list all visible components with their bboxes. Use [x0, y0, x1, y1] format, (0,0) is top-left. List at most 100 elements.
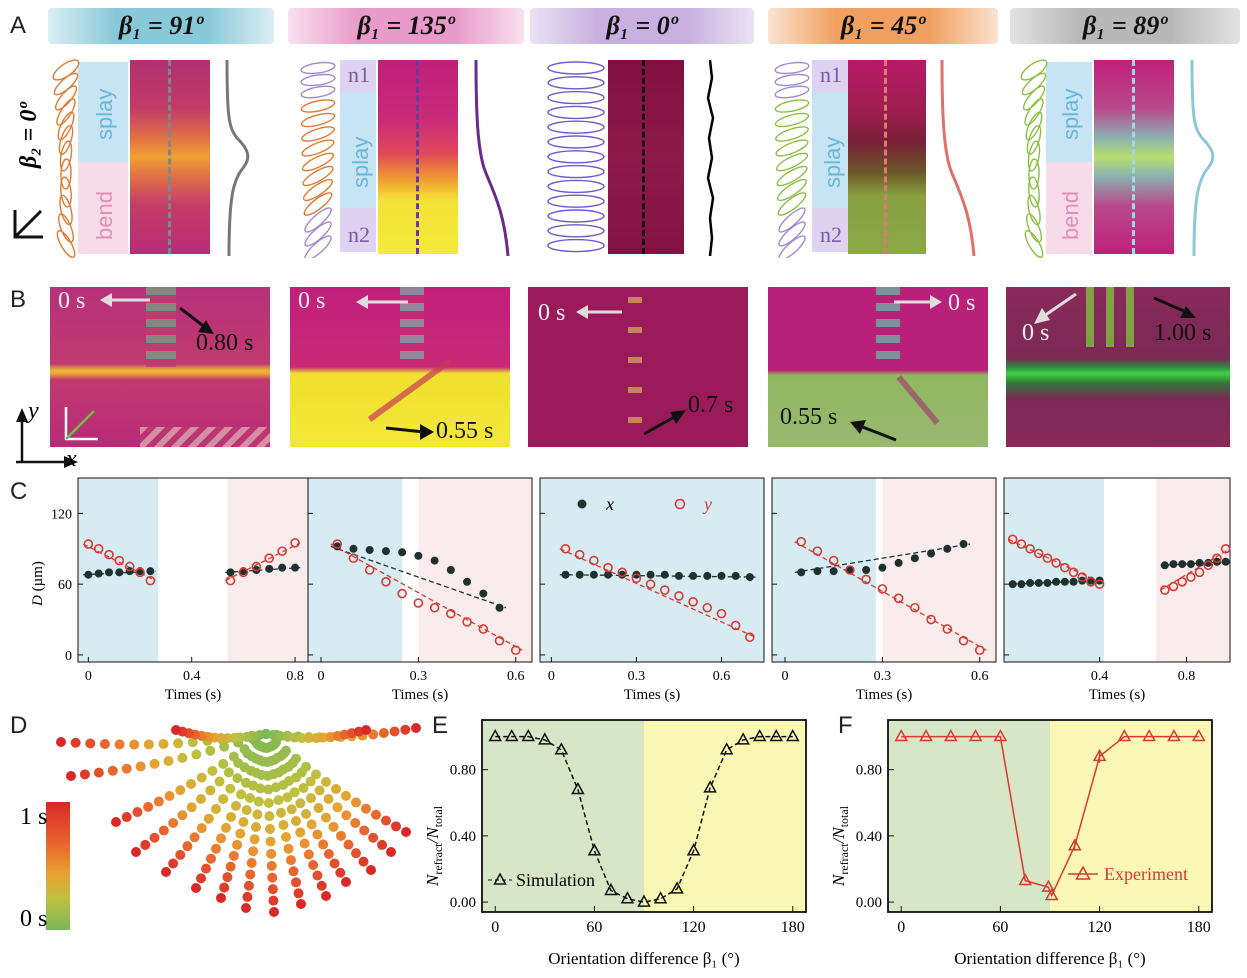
b3-t-start: 0 s: [538, 300, 566, 326]
c-point-x: [1186, 560, 1195, 569]
c-point-y: [1086, 576, 1096, 587]
d-trajectory-point: [391, 821, 401, 832]
d-trajectory-point: [129, 739, 140, 750]
d-trajectory-point: [311, 769, 321, 780]
a5-strip: [1094, 60, 1174, 254]
a4-director-ellipses: [774, 61, 810, 258]
c-xtick-label: 0.6: [507, 669, 525, 684]
c-point-y: [145, 575, 156, 586]
d-trajectory-point: [140, 839, 151, 850]
d-trajectory-point: [206, 853, 216, 864]
d-trajectory-point: [371, 809, 381, 820]
f-point: [1142, 728, 1156, 742]
b1-t-start: 0 s: [58, 288, 86, 314]
c-point-y: [494, 635, 505, 646]
c-point-x: [1052, 577, 1061, 586]
e-shade-yellow: [644, 720, 806, 912]
c-shade-region: [418, 478, 532, 662]
d-trajectory-point: [301, 761, 311, 772]
ef-ylabel: Nrefract/Ntotal: [423, 805, 445, 887]
b5-t-start: 0 s: [1022, 320, 1050, 346]
e-point: [703, 780, 717, 793]
f-legend-marker: [1075, 865, 1091, 880]
c-point-y: [716, 608, 727, 619]
d-trajectory-point: [216, 833, 226, 844]
d-trajectory-point: [267, 872, 278, 883]
d-trajectory-point: [153, 796, 164, 807]
a5-splay-bg: [1046, 62, 1092, 162]
c-point-x: [398, 548, 407, 557]
c-point-x: [1178, 560, 1187, 569]
b2-arrow-end: [385, 424, 434, 440]
c-xtick-label: 0.4: [183, 669, 201, 684]
d-trajectory-point: [389, 726, 400, 737]
ef-xtick-label: 60: [586, 919, 602, 936]
b4-arrow-start: [894, 295, 942, 309]
c-point-y: [264, 553, 275, 564]
c-point-y: [796, 536, 807, 547]
ef-ytick-label: 0.40: [450, 829, 476, 845]
ef-xtick-label: 120: [1088, 919, 1112, 936]
e-legend-marker: [493, 872, 507, 885]
a4-n1-label: n1: [820, 62, 842, 87]
d-trajectory-point: [223, 767, 234, 778]
a3-ellipse: [547, 224, 605, 238]
d-trajectory-point: [323, 794, 334, 804]
c-point-x: [381, 547, 390, 556]
a3-ellipse: [547, 120, 605, 134]
c-point-y: [1160, 585, 1170, 595]
b3-arrow-start: [576, 305, 622, 319]
c-point-x: [943, 544, 952, 553]
c-point-x: [1008, 580, 1017, 589]
d-trajectory-point: [335, 867, 346, 878]
d-trajectory-point: [242, 891, 253, 902]
d-trajectory-point: [266, 860, 277, 871]
d-trajectory-point: [350, 817, 361, 828]
c-xtick-label: 0: [85, 669, 92, 684]
d-trajectory-point: [263, 797, 274, 808]
d-trajectory-point: [289, 732, 300, 743]
c-point-y: [277, 546, 287, 556]
d-trajectory-point: [361, 725, 371, 735]
d-trajectory-point: [318, 839, 329, 850]
d-trajectory-point: [143, 739, 154, 750]
c-point-y: [83, 539, 94, 549]
c-point-y: [1042, 553, 1053, 564]
d-trajectory-point: [291, 753, 301, 764]
d-trajectory-point: [303, 733, 314, 744]
banner-a5: β₁ = 89º: [1010, 8, 1240, 44]
c-point-x: [797, 568, 806, 577]
d-trajectory-point: [381, 815, 391, 826]
d-trajectory-point: [311, 733, 321, 743]
d-trajectory-point: [158, 825, 169, 836]
d-trajectory-point: [232, 839, 243, 850]
c-point-y: [828, 555, 839, 566]
d-trajectory-point: [329, 858, 340, 869]
c-point-y: [974, 645, 985, 656]
c-point-x: [959, 540, 968, 549]
d-trajectory-point: [211, 804, 221, 814]
c-point-x: [717, 571, 726, 580]
c-fit-x: [225, 566, 301, 574]
e-point: [571, 781, 585, 795]
d-trajectory-point: [225, 861, 236, 872]
b2-t-start: 0 s: [298, 288, 326, 314]
c-point-x: [430, 556, 439, 565]
axis-x-label: x: [66, 446, 77, 472]
d-trajectory-point: [214, 776, 225, 787]
d-trajectory-point: [131, 847, 141, 857]
c-point-x: [84, 570, 93, 579]
c-point-y: [1177, 576, 1187, 587]
d-trajectory-point: [175, 849, 186, 860]
banner-a1: β₁ = 91º: [48, 8, 274, 44]
a4-profile: [940, 59, 976, 257]
c-point-y: [926, 614, 936, 625]
d-trajectory-point: [265, 836, 276, 847]
d-trajectory-point: [186, 802, 197, 813]
c-point-x: [604, 570, 613, 579]
c-xtick-label: 0.8: [1178, 669, 1196, 684]
c-shade-region: [1156, 478, 1230, 662]
a3-strip: [608, 60, 684, 254]
c-xtick-label: 0.8: [286, 669, 304, 684]
d-trajectory-point: [316, 880, 327, 891]
